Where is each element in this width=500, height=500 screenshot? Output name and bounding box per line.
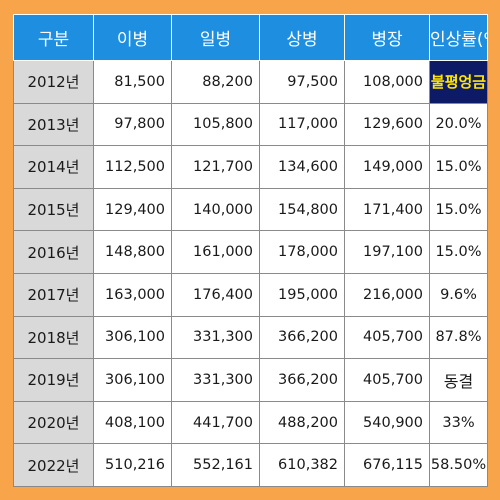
table-row: 2022년 510,216 552,161 610,382 676,115 58… [13, 443, 488, 487]
rate-cell: 9.6% [429, 272, 488, 317]
table-row: 2019년 306,100 331,300 366,200 405,700 동결 [13, 358, 488, 402]
military-salary-table: 구분 이병 일병 상병 병장 인상률(%) 2012년 81,500 88,20… [13, 14, 488, 487]
year-cell: 2017년 [13, 272, 94, 317]
corporal-cell: 366,200 [259, 358, 345, 402]
sergeant-cell: 129,600 [344, 102, 430, 147]
rate-cell: 58.50% [429, 443, 488, 487]
rate-cell: 15.0% [429, 187, 488, 232]
pfc-cell: 88,200 [171, 60, 260, 104]
rate-cell: 33% [429, 400, 488, 445]
pfc-cell: 331,300 [171, 315, 260, 360]
table-row: 2017년 163,000 176,400 195,000 216,000 9.… [13, 272, 488, 317]
rate-cell: 15.0% [429, 145, 488, 189]
year-cell: 2013년 [13, 102, 94, 147]
rate-cell: 20.0% [429, 102, 488, 147]
corporal-cell: 178,000 [259, 230, 345, 274]
table-row: 2012년 81,500 88,200 97,500 108,000 불평엉금 [13, 60, 488, 104]
private-cell: 306,100 [93, 315, 172, 360]
private-cell: 408,100 [93, 400, 172, 445]
sergeant-cell: 197,100 [344, 230, 430, 274]
private-cell: 81,500 [93, 60, 172, 104]
pfc-cell: 176,400 [171, 272, 260, 317]
corporal-cell: 195,000 [259, 272, 345, 317]
corporal-cell: 366,200 [259, 315, 345, 360]
corporal-cell: 488,200 [259, 400, 345, 445]
year-cell: 2015년 [13, 187, 94, 232]
table-row: 2014년 112,500 121,700 134,600 149,000 15… [13, 145, 488, 189]
salary-table-frame: 구분 이병 일병 상병 병장 인상률(%) 2012년 81,500 88,20… [13, 14, 488, 487]
pfc-cell: 552,161 [171, 443, 260, 487]
sergeant-cell: 108,000 [344, 60, 430, 104]
rate-cell: 동결 [429, 358, 488, 402]
header-pfc: 일병 [171, 14, 260, 61]
header-category: 구분 [13, 14, 94, 61]
private-cell: 306,100 [93, 358, 172, 402]
sergeant-cell: 405,700 [344, 315, 430, 360]
corporal-cell: 117,000 [259, 102, 345, 147]
sergeant-cell: 216,000 [344, 272, 430, 317]
year-cell: 2014년 [13, 145, 94, 189]
table-row: 2015년 129,400 140,000 154,800 171,400 15… [13, 187, 488, 232]
header-row: 구분 이병 일병 상병 병장 인상률(%) [13, 14, 488, 61]
header-private: 이병 [93, 14, 172, 61]
year-cell: 2016년 [13, 230, 94, 274]
rate-cell: 15.0% [429, 230, 488, 274]
sergeant-cell: 149,000 [344, 145, 430, 189]
pfc-cell: 331,300 [171, 358, 260, 402]
private-cell: 163,000 [93, 272, 172, 317]
header-corporal: 상병 [259, 14, 345, 61]
corporal-cell: 97,500 [259, 60, 345, 104]
private-cell: 112,500 [93, 145, 172, 189]
private-cell: 510,216 [93, 443, 172, 487]
table-row: 2020년 408,100 441,700 488,200 540,900 33… [13, 400, 488, 445]
year-cell: 2012년 [13, 60, 94, 104]
pfc-cell: 105,800 [171, 102, 260, 147]
sergeant-cell: 676,115 [344, 443, 430, 487]
table-row: 2018년 306,100 331,300 366,200 405,700 87… [13, 315, 488, 360]
table-row: 2013년 97,800 105,800 117,000 129,600 20.… [13, 102, 488, 147]
corporal-cell: 154,800 [259, 187, 345, 232]
year-cell: 2019년 [13, 358, 94, 402]
rate-cell: 87.8% [429, 315, 488, 360]
sergeant-cell: 540,900 [344, 400, 430, 445]
table-row: 2016년 148,800 161,000 178,000 197,100 15… [13, 230, 488, 274]
year-cell: 2022년 [13, 443, 94, 487]
year-cell: 2020년 [13, 400, 94, 445]
sergeant-cell: 171,400 [344, 187, 430, 232]
pfc-cell: 441,700 [171, 400, 260, 445]
private-cell: 97,800 [93, 102, 172, 147]
private-cell: 129,400 [93, 187, 172, 232]
header-increase-rate: 인상률(%) [429, 14, 488, 61]
year-cell: 2018년 [13, 315, 94, 360]
rate-cell-highlight: 불평엉금 [429, 60, 488, 104]
pfc-cell: 140,000 [171, 187, 260, 232]
header-sergeant: 병장 [344, 14, 430, 61]
corporal-cell: 610,382 [259, 443, 345, 487]
sergeant-cell: 405,700 [344, 358, 430, 402]
pfc-cell: 121,700 [171, 145, 260, 189]
private-cell: 148,800 [93, 230, 172, 274]
corporal-cell: 134,600 [259, 145, 345, 189]
pfc-cell: 161,000 [171, 230, 260, 274]
